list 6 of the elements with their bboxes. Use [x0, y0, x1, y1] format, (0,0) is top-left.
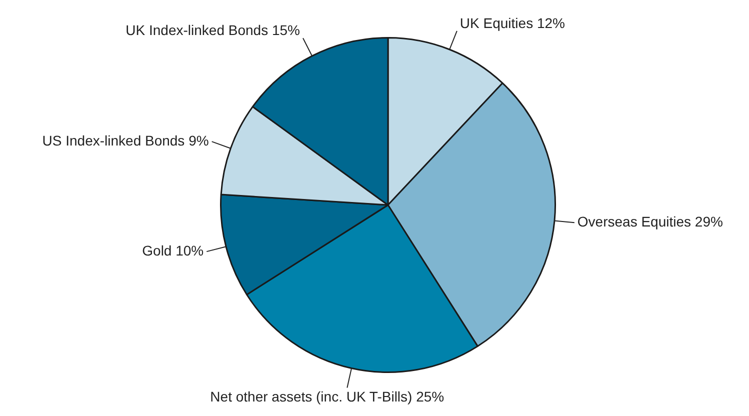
slice-label: UK Index-linked Bonds 15% — [126, 22, 300, 38]
slice-label: Net other assets (inc. UK T-Bills) 25% — [210, 388, 444, 405]
slice-label: UK Equities 12% — [460, 14, 565, 31]
slice-label: Gold 10% — [142, 242, 204, 258]
slice-label: US Index-linked Bonds 9% — [42, 132, 209, 148]
slice-label: Overseas Equities 29% — [577, 213, 723, 230]
